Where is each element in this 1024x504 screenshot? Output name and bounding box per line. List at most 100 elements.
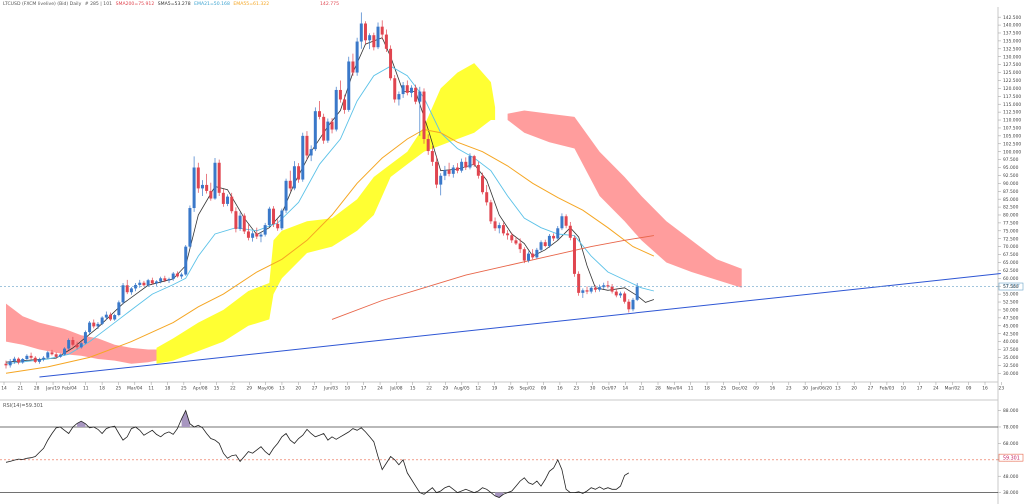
date-tick-label: 11 — [688, 386, 694, 392]
date-tick-label: 16 — [557, 386, 563, 392]
candle-body — [581, 290, 585, 293]
candle — [83, 330, 87, 345]
price-tick-label: 112.500 — [1003, 110, 1021, 116]
rsi-pane[interactable]: 88.00078.00068.00058.00048.00038.00059.3… — [0, 399, 1024, 498]
sma200-line — [331, 235, 654, 320]
candle-body — [54, 354, 58, 357]
price-tick-label: 40.000 — [1003, 339, 1019, 345]
price-tick-label: 110.000 — [1003, 118, 1021, 124]
candle-body — [58, 354, 62, 357]
candle-body — [422, 91, 426, 140]
candle-body — [117, 302, 121, 316]
candle-body — [539, 242, 543, 250]
candle-body — [63, 348, 67, 355]
last-price-line: 57.357 — [0, 282, 1024, 291]
candle — [401, 82, 405, 98]
candle — [556, 226, 560, 240]
candle-body — [330, 121, 334, 130]
trendline-layer[interactable] — [39, 273, 1001, 378]
price-tick-label: 47.500 — [1003, 315, 1019, 321]
candle-body — [355, 41, 359, 73]
candle-body — [451, 167, 455, 174]
candle-body — [614, 291, 618, 296]
date-tick-label: Feb/04 — [62, 386, 77, 392]
date-tick-label: 23 — [999, 386, 1005, 392]
price-tick-label: 32.500 — [1003, 363, 1019, 369]
candle — [121, 283, 125, 305]
date-tick-label: 14 — [1, 386, 7, 392]
candle — [414, 84, 418, 105]
candle-body — [71, 340, 75, 345]
price-tick-label: 120.000 — [1003, 86, 1021, 92]
candle — [547, 233, 551, 248]
rsi-oversold-fill — [495, 492, 504, 498]
date-tick-label: 27 — [868, 386, 874, 392]
candle — [577, 271, 581, 296]
price-tick-label: 75.000 — [1003, 228, 1019, 234]
candle-body — [497, 225, 501, 229]
price-tick-label: 100.000 — [1003, 149, 1021, 155]
candle — [238, 212, 242, 231]
date-tick-label: 24 — [933, 386, 939, 392]
candle — [309, 145, 313, 162]
candle — [175, 271, 179, 278]
candle-body — [439, 175, 443, 185]
candle — [109, 312, 112, 322]
date-tick-label: 28 — [655, 386, 661, 392]
candle — [384, 29, 388, 52]
price-tick-label: 92.500 — [1003, 173, 1019, 179]
candle — [25, 354, 29, 361]
candle — [623, 291, 627, 304]
candle-body — [292, 166, 296, 189]
price-tick-label: 105.000 — [1003, 133, 1021, 139]
date-axis[interactable]: 14 21 28 Jan/19 Feb/04 11 18 25 Mar/04 11 18 25 Apr/… — [1, 382, 1004, 392]
price-pane[interactable]: 57.357 142.500 140.000 137.500 135.000132.5… — [0, 7, 1024, 504]
candle — [318, 101, 321, 120]
candle-body — [309, 149, 313, 156]
candle-body — [397, 94, 401, 100]
candle — [150, 277, 154, 285]
candle — [376, 22, 380, 50]
candle — [42, 356, 46, 362]
price-tick-label: 107.500 — [1003, 126, 1021, 132]
candle — [159, 276, 163, 284]
candle-body — [234, 211, 238, 229]
rsi-tick-label: 88.000 — [1003, 408, 1019, 414]
price-tick-label: 65.000 — [1003, 260, 1019, 266]
candle — [451, 164, 455, 178]
candle — [455, 163, 459, 174]
candle-body — [142, 282, 146, 286]
rsi-axis[interactable]: 88.00078.00068.00058.00048.00038.00059.3… — [998, 408, 1024, 496]
date-tick-label: 20 — [851, 386, 857, 392]
price-tick-label: 67.500 — [1003, 252, 1019, 258]
legend-sma5: SMA5=53.278 — [158, 1, 191, 7]
candle-body — [405, 85, 409, 93]
rsi-line — [5, 409, 630, 498]
price-tick-label: 55.000 — [1003, 292, 1019, 298]
candle — [389, 45, 393, 81]
price-tick-label: 90.000 — [1003, 181, 1019, 187]
candle-body — [318, 111, 321, 117]
candle — [359, 12, 363, 49]
candle — [263, 222, 267, 237]
price-tick-label: 115.000 — [1003, 102, 1021, 108]
price-tick-label: 77.500 — [1003, 221, 1019, 227]
candle-body — [88, 322, 92, 333]
legend-sma200: SMA200=75.912 — [116, 1, 155, 7]
candle — [527, 251, 530, 263]
candle — [313, 107, 317, 152]
candle — [330, 118, 334, 134]
candle — [535, 247, 539, 259]
candle-body — [522, 249, 526, 261]
candle — [397, 91, 401, 106]
candle-body — [627, 301, 631, 310]
date-tick-label: 27 — [312, 386, 318, 392]
legend-line: LTCUSD (FXCM livelive) (Bid) Daily # 285… — [3, 1, 269, 7]
date-tick-label: 23 — [573, 386, 579, 392]
trendline[interactable] — [39, 273, 1001, 378]
date-tick-label: 11 — [148, 386, 154, 392]
candle — [163, 275, 167, 283]
